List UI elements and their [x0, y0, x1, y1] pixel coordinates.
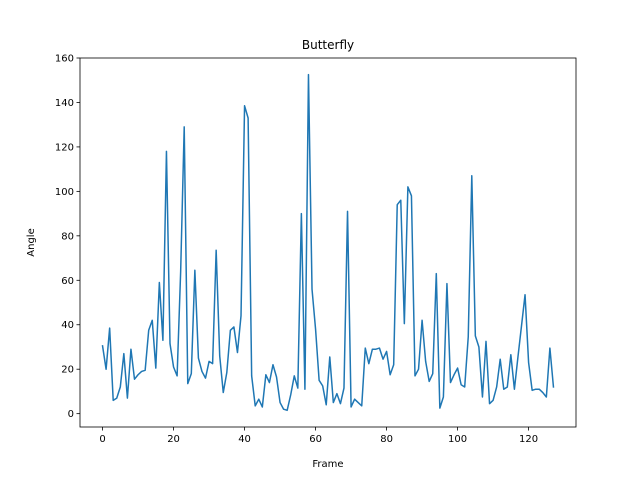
y-axis-label: Angle — [26, 228, 37, 256]
x-tick-label: 100 — [448, 434, 467, 445]
chart-title: Butterfly — [302, 38, 354, 52]
y-tick-label: 60 — [61, 276, 74, 287]
series-line — [101, 73, 555, 412]
plot-frame — [79, 57, 577, 428]
x-tick-label: 20 — [167, 434, 180, 445]
y-tick-label: 140 — [55, 98, 74, 109]
x-tick-label: 0 — [99, 434, 105, 445]
x-tick-label: 120 — [519, 434, 538, 445]
y-axis: 0 20 40 60 80 100 120 140 160 — [55, 54, 80, 420]
x-tick-label: 80 — [380, 434, 393, 445]
x-tick-label: 60 — [309, 434, 322, 445]
y-tick-label: 80 — [61, 231, 74, 242]
x-axis: 0 20 40 60 80 100 120 — [99, 427, 538, 445]
y-tick-label: 20 — [61, 365, 74, 376]
y-tick-label: 40 — [61, 320, 74, 331]
y-tick-label: 160 — [55, 54, 74, 65]
plot-area — [80, 58, 576, 427]
y-tick-label: 100 — [55, 187, 74, 198]
y-tick-label: 0 — [68, 409, 74, 420]
x-axis-label: Frame — [312, 459, 343, 470]
y-tick-label: 120 — [55, 142, 74, 153]
x-tick-label: 40 — [238, 434, 251, 445]
